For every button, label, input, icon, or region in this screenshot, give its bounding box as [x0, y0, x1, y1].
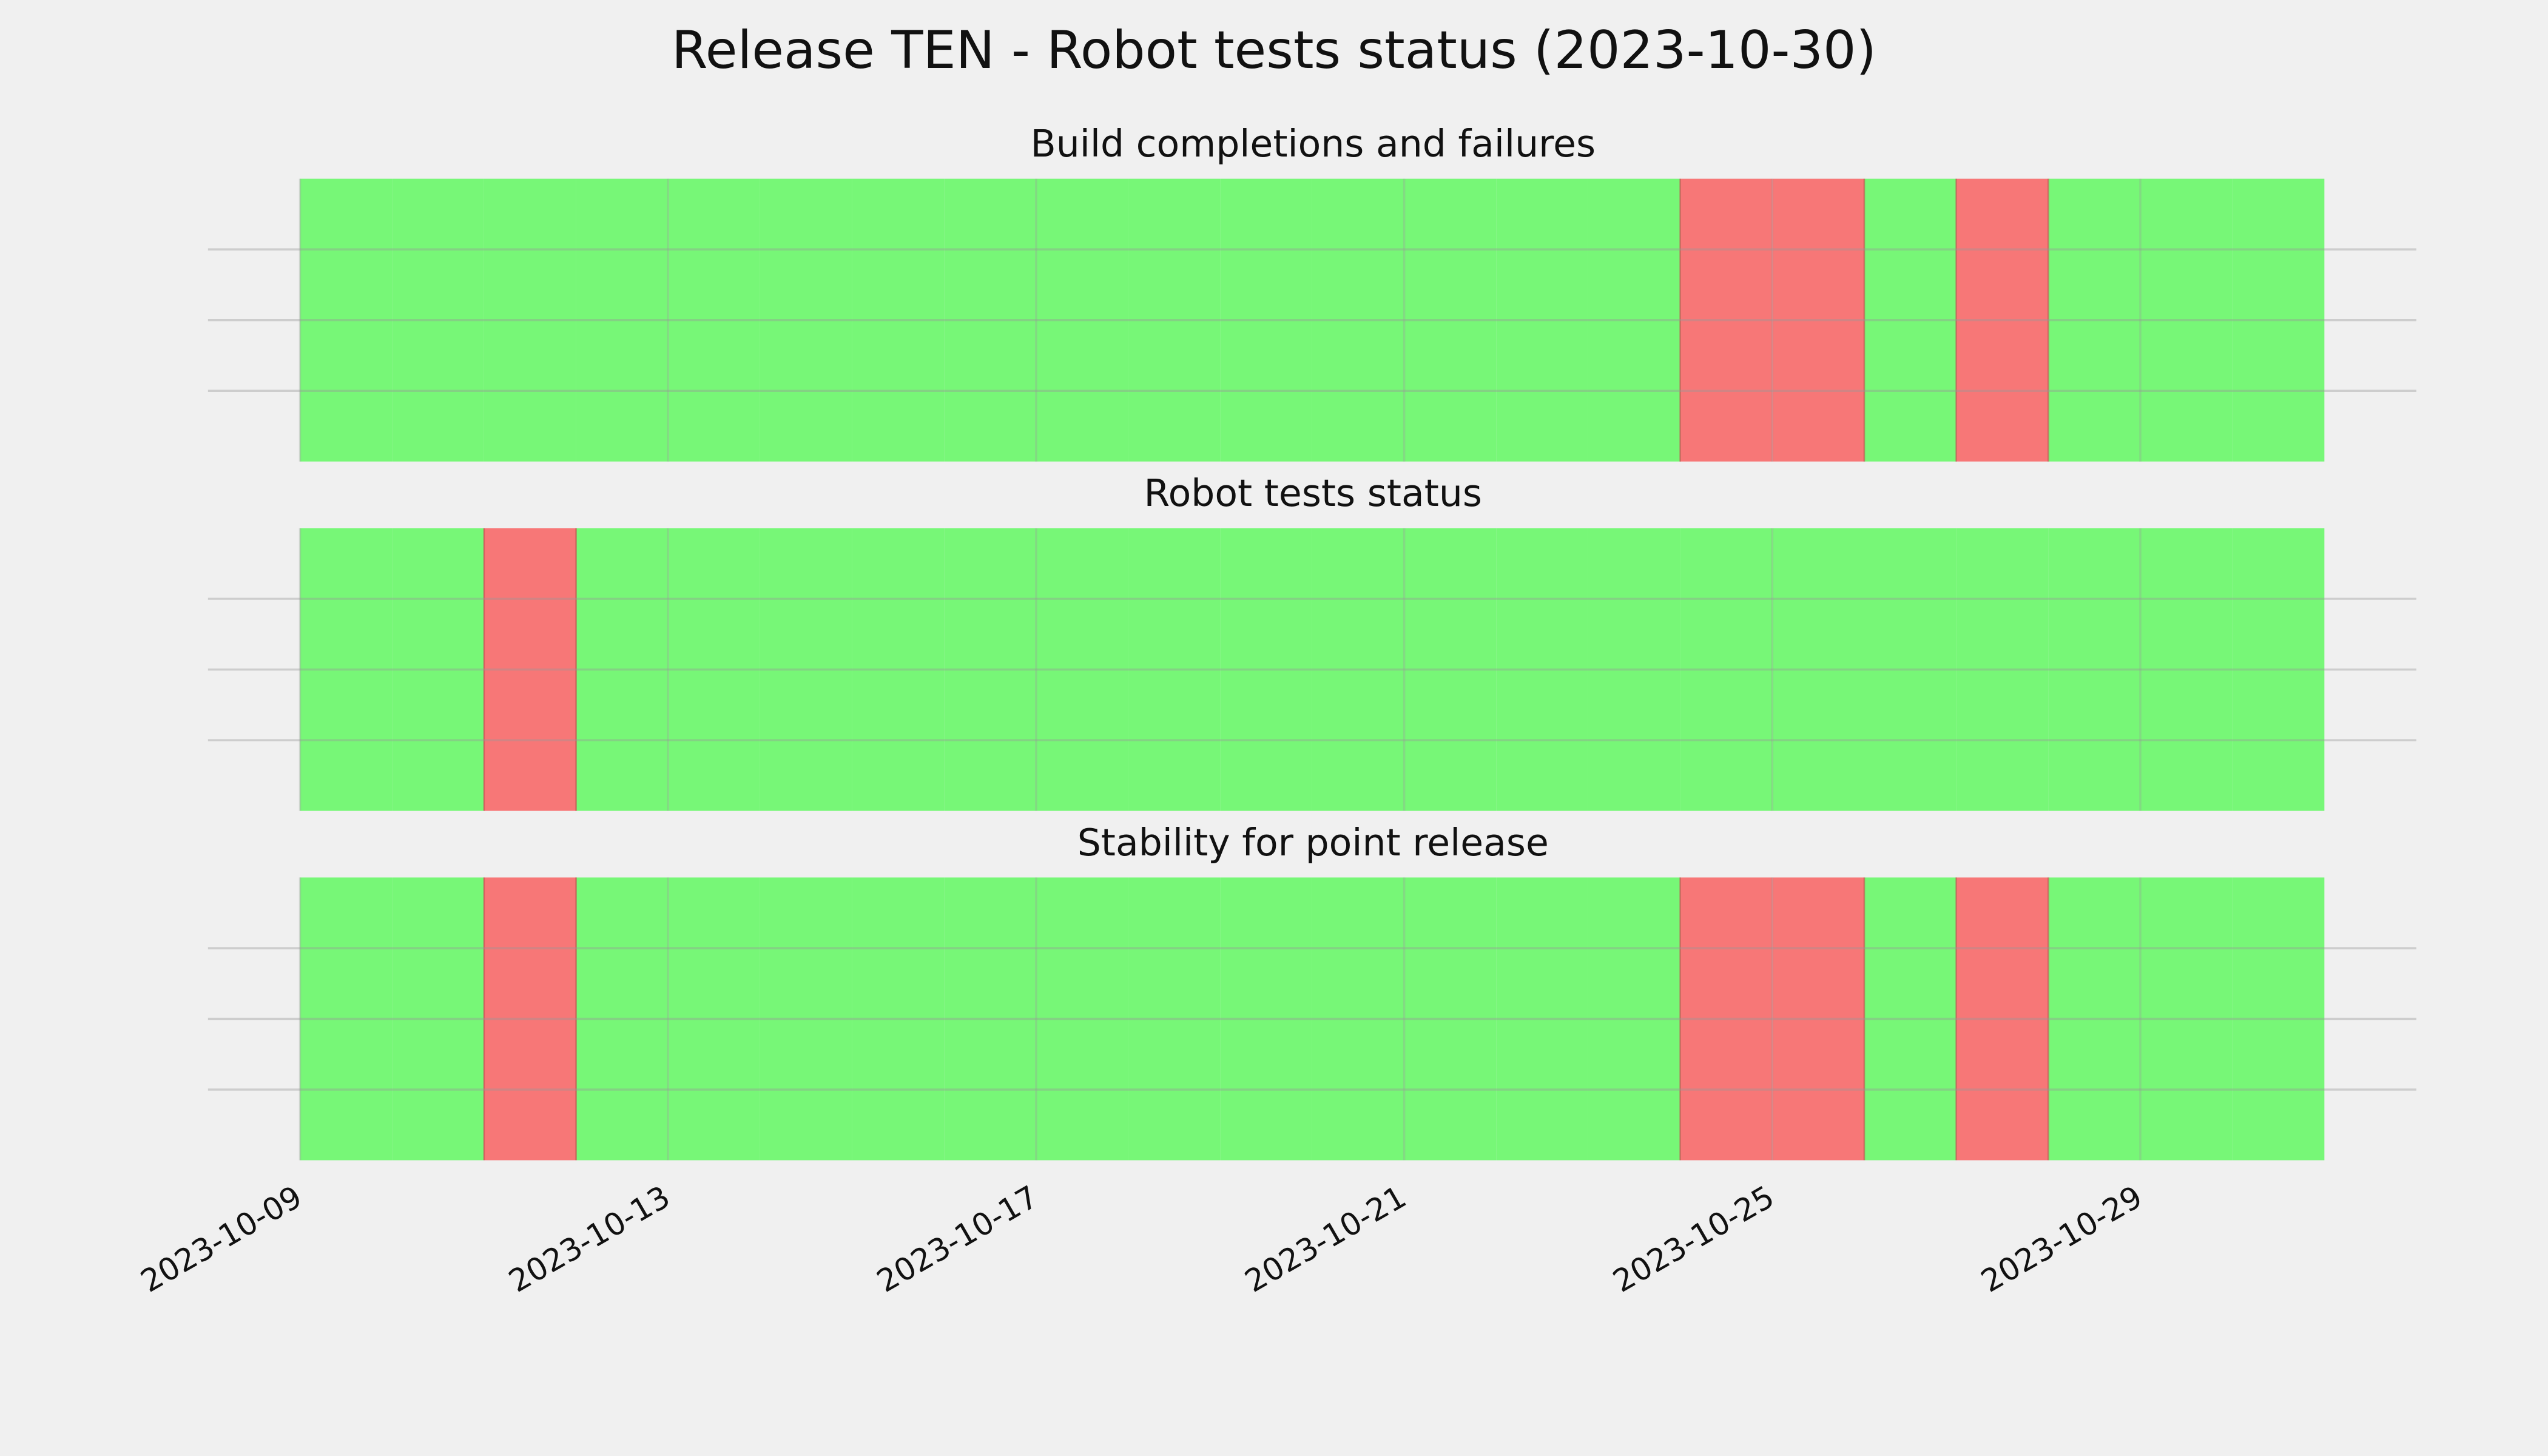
status-bar — [392, 528, 484, 811]
status-bar — [1588, 877, 1680, 1161]
status-bar — [1128, 877, 1221, 1161]
status-bar — [1496, 178, 1588, 462]
status-bar — [392, 178, 484, 462]
status-bar — [944, 528, 1036, 811]
status-bar — [576, 528, 669, 811]
status-bar — [1496, 528, 1588, 811]
status-bar — [2048, 528, 2141, 811]
status-bar — [2232, 178, 2325, 462]
status-bar — [944, 877, 1036, 1161]
status-bar — [1312, 877, 1404, 1161]
status-bar — [1864, 178, 1956, 462]
status-bar — [1956, 528, 2049, 811]
status-bar — [1036, 178, 1128, 462]
status-bar — [1496, 877, 1588, 1161]
status-bar — [1128, 178, 1221, 462]
status-bar — [484, 877, 576, 1161]
status-bar — [1772, 528, 1864, 811]
status-bar — [1772, 178, 1864, 462]
status-bar — [1588, 178, 1680, 462]
status-bar — [1312, 528, 1404, 811]
status-bar — [760, 877, 852, 1161]
chart-title: Release TEN - Robot tests status (2023-1… — [672, 20, 1876, 81]
status-bar — [944, 178, 1036, 462]
status-bar — [2140, 528, 2233, 811]
subplot-title: Build completions and failures — [1030, 122, 1596, 166]
status-bar — [1956, 178, 2049, 462]
status-bar — [1128, 528, 1221, 811]
status-bar — [668, 877, 760, 1161]
status-bar — [300, 528, 393, 811]
status-bar — [300, 178, 393, 462]
status-bar — [2232, 877, 2325, 1161]
status-bar — [1864, 528, 1956, 811]
status-bar — [392, 877, 484, 1161]
subplot-title: Robot tests status — [1144, 471, 1482, 515]
status-bar — [2140, 178, 2233, 462]
status-bar — [1404, 528, 1497, 811]
status-bar — [2048, 877, 2141, 1161]
status-bar — [668, 178, 760, 462]
status-bar — [576, 877, 669, 1161]
status-bar — [484, 178, 576, 462]
status-bar — [1220, 178, 1312, 462]
status-bar — [852, 877, 945, 1161]
status-bar — [1772, 877, 1864, 1161]
status-bar — [2048, 178, 2141, 462]
status-bar — [1680, 877, 1773, 1161]
status-bar — [760, 178, 852, 462]
status-bar — [1680, 178, 1773, 462]
status-bar — [668, 528, 760, 811]
status-bar — [576, 178, 669, 462]
status-bar — [852, 178, 945, 462]
status-bar — [852, 528, 945, 811]
subplot-title: Stability for point release — [1077, 821, 1549, 864]
status-bar — [1404, 178, 1497, 462]
status-bar — [1956, 877, 2049, 1161]
status-bar — [1036, 877, 1128, 1161]
status-bar — [1588, 528, 1680, 811]
status-bar — [484, 528, 576, 811]
status-bar — [1864, 877, 1956, 1161]
status-bar — [300, 877, 393, 1161]
status-bar — [1404, 877, 1497, 1161]
status-bar — [1220, 528, 1312, 811]
status-bar — [1220, 877, 1312, 1161]
status-bar — [1036, 528, 1128, 811]
status-bar — [1312, 178, 1404, 462]
status-bar — [760, 528, 852, 811]
status-bar — [2140, 877, 2233, 1161]
status-bar — [2232, 528, 2325, 811]
status-bar — [1680, 528, 1773, 811]
